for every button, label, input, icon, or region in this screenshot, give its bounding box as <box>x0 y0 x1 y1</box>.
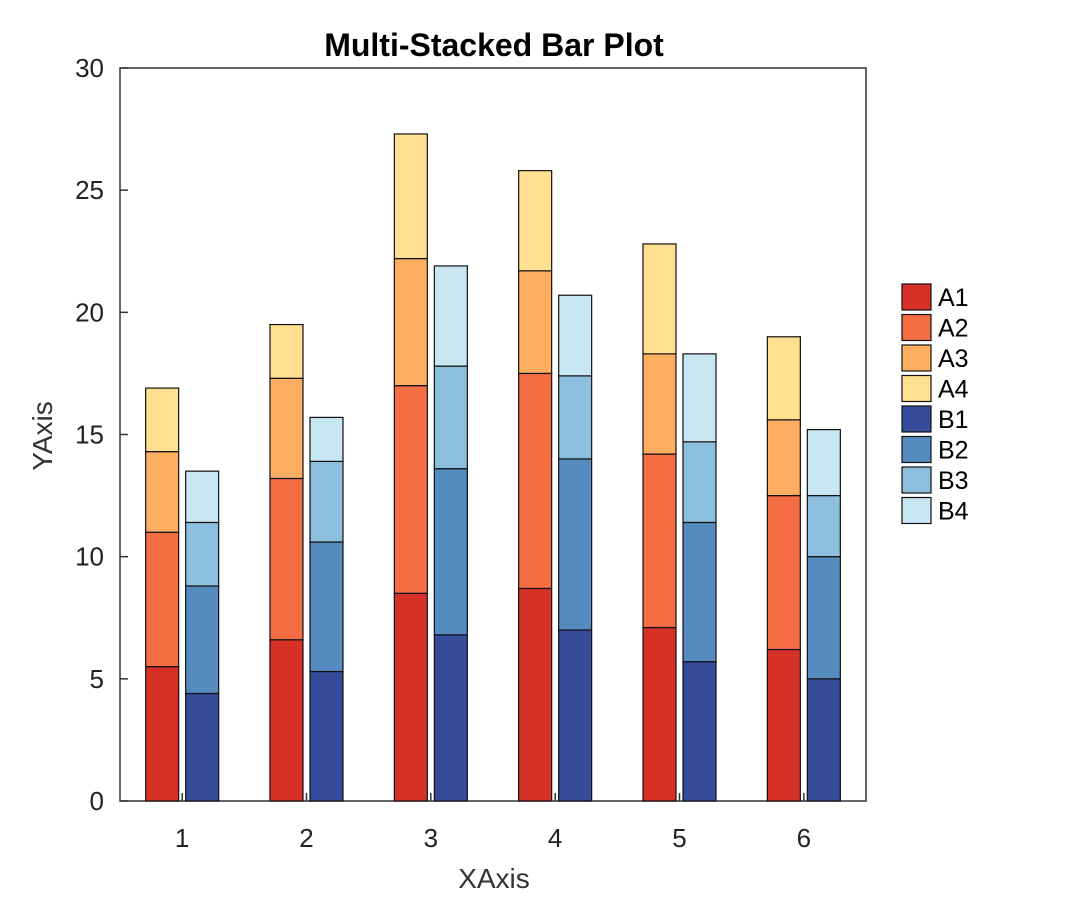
bar-segment-a4-1 <box>145 387 180 453</box>
x-tick-label: 5 <box>672 823 686 853</box>
bar-segment-a3-3 <box>393 257 428 387</box>
bar-segment-b1-5 <box>682 661 717 802</box>
bars <box>145 133 841 802</box>
bar-segment-a4-5 <box>642 243 677 355</box>
bar-segment-b4-4 <box>558 294 593 377</box>
y-tick-label: 10 <box>75 542 104 572</box>
bar-segment-a4-6 <box>766 336 801 421</box>
bar-segment-b3-2 <box>309 460 344 543</box>
y-tick-label: 0 <box>90 786 104 816</box>
y-tick-label: 15 <box>75 420 104 450</box>
x-axis-label: XAxis <box>458 863 530 894</box>
bar-segment-b1-4 <box>558 629 593 802</box>
legend-label-a1: A1 <box>938 284 969 312</box>
bar-segment-b3-3 <box>433 365 468 470</box>
bar-segment-a1-6 <box>766 648 801 802</box>
plot-frame <box>119 67 867 802</box>
x-tick-label: 6 <box>797 823 811 853</box>
bar-segment-b3-1 <box>185 521 220 587</box>
y-axis: 0 5 10 15 20 25 30 <box>75 53 128 816</box>
bar-segment-a2-2 <box>269 477 304 641</box>
bar-segment-a1-2 <box>269 639 304 802</box>
x-tick-label: 4 <box>548 823 562 853</box>
legend-swatch-a3 <box>901 344 932 372</box>
bar-segment-b1-1 <box>185 692 220 802</box>
bar-segment-a2-5 <box>642 453 677 629</box>
bar-segment-a4-4 <box>518 170 553 272</box>
bar-segment-b4-3 <box>433 265 468 367</box>
x-axis: 1 2 3 4 5 6 <box>175 793 811 853</box>
bar-segment-a4-2 <box>269 323 304 379</box>
legend-label-b2: B2 <box>938 437 969 465</box>
bar-segment-a3-4 <box>518 270 553 375</box>
bar-segment-b4-6 <box>806 429 841 497</box>
bar-segment-a2-4 <box>518 372 553 590</box>
bar-segment-a2-3 <box>393 385 428 594</box>
bar-segment-a2-6 <box>766 494 801 651</box>
x-tick-label: 2 <box>299 823 313 853</box>
bar-segment-b3-6 <box>806 494 841 558</box>
bar-segment-a4-3 <box>393 133 428 260</box>
legend-label-b4: B4 <box>938 498 969 526</box>
bar-segment-b1-2 <box>309 670 344 802</box>
legend-label-b3: B3 <box>938 467 969 495</box>
legend-label-b1: B1 <box>938 406 969 434</box>
bar-segment-a3-6 <box>766 419 801 497</box>
bar-segment-a3-1 <box>145 451 180 533</box>
bar-segment-a1-5 <box>642 626 677 802</box>
legend-label-a4: A4 <box>938 376 969 404</box>
legend-swatch-a2 <box>901 313 932 342</box>
bar-segment-a1-4 <box>518 587 553 802</box>
bar-segment-b4-1 <box>185 470 220 524</box>
legend-swatch-b1 <box>901 405 932 433</box>
bar-segment-b2-5 <box>682 521 717 663</box>
chart-title: Multi-Stacked Bar Plot <box>324 27 664 63</box>
x-tick-label: 1 <box>175 823 189 853</box>
bar-segment-b2-1 <box>185 585 220 695</box>
y-tick-label: 30 <box>75 53 104 83</box>
bar-segment-b4-5 <box>682 353 717 443</box>
y-axis-label: YAxis <box>27 401 58 471</box>
bar-segment-b2-3 <box>433 468 468 636</box>
legend-swatch-b2 <box>901 435 932 464</box>
legend-swatch-b3 <box>901 466 932 494</box>
bar-segment-b4-2 <box>309 416 344 462</box>
legend-swatch-a4 <box>901 374 932 403</box>
bar-segment-b2-2 <box>309 541 344 673</box>
bar-segment-a2-1 <box>145 531 180 668</box>
bar-segment-b2-4 <box>558 458 593 631</box>
bar-segment-a3-2 <box>269 377 304 480</box>
bar-segment-a1-1 <box>145 666 180 802</box>
bar-segment-a3-5 <box>642 353 677 455</box>
y-tick-label: 25 <box>75 175 104 205</box>
bar-segment-b1-6 <box>806 678 841 802</box>
bar-segment-a1-3 <box>393 592 428 802</box>
bar-segment-b2-6 <box>806 556 841 680</box>
bar-segment-b1-3 <box>433 634 468 802</box>
y-tick-label: 20 <box>75 297 104 327</box>
bar-segment-b3-5 <box>682 441 717 524</box>
legend-label-a2: A2 <box>938 315 969 343</box>
x-tick-label: 3 <box>424 823 438 853</box>
legend-swatch-b4 <box>901 496 932 525</box>
legend-label-a3: A3 <box>938 345 969 373</box>
y-tick-label: 5 <box>90 664 104 694</box>
bar-segment-b3-4 <box>558 375 593 460</box>
legend-swatch-a1 <box>901 283 932 311</box>
